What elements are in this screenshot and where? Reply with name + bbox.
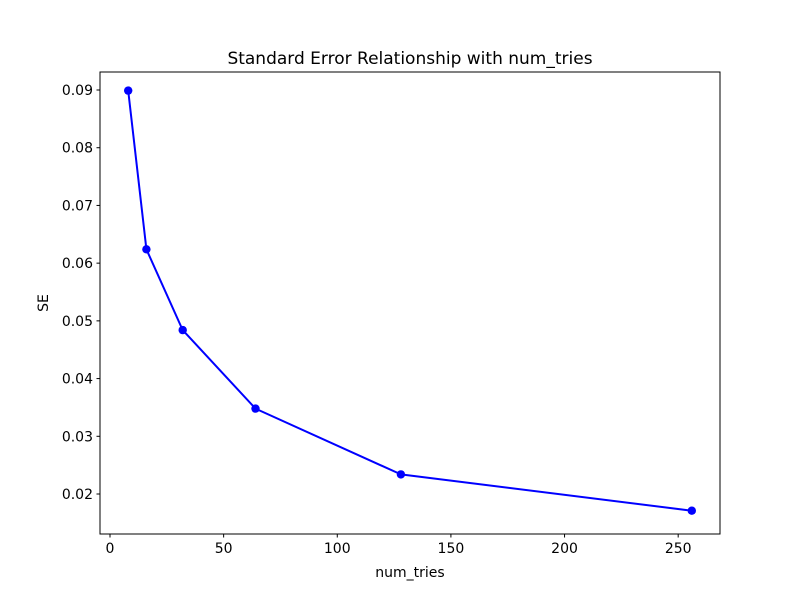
y-tick-label: 0.06 <box>62 256 93 272</box>
data-point-marker <box>178 325 187 335</box>
x-tick-label: 100 <box>324 541 351 557</box>
y-tick-label: 0.05 <box>62 314 93 330</box>
data-point-marker <box>687 506 696 515</box>
y-tick-label: 0.07 <box>62 198 93 214</box>
data-series <box>124 86 696 515</box>
data-point-marker <box>251 404 260 413</box>
x-tick-label: 50 <box>215 541 233 557</box>
x-tick-label: 0 <box>106 541 115 557</box>
data-point-marker <box>396 470 406 479</box>
y-tick-label: 0.02 <box>62 487 93 503</box>
y-tick-label: 0.09 <box>62 83 93 99</box>
x-tick-label: 150 <box>438 541 465 557</box>
x-tick-label: 250 <box>665 541 692 557</box>
data-point-marker <box>124 86 133 95</box>
series-line <box>127 89 693 512</box>
y-tick-label: 0.03 <box>62 429 93 445</box>
y-axis-ticks: 0.02 0.03 0.04 0.05 0.06 0.07 0.08 0.09 <box>62 83 100 503</box>
x-axis-ticks: 0 50 100 150 200 250 <box>106 534 692 557</box>
x-tick-label: 200 <box>551 541 578 557</box>
data-point-marker <box>142 245 151 254</box>
axes-spines <box>99 71 721 535</box>
y-tick-label: 0.04 <box>62 372 93 388</box>
y-axis-label: SE <box>36 294 52 312</box>
y-tick-label: 0.08 <box>62 141 93 157</box>
x-axis-label: num_tries <box>375 565 444 581</box>
chart-title: Standard Error Relationship with num_tri… <box>227 49 592 69</box>
